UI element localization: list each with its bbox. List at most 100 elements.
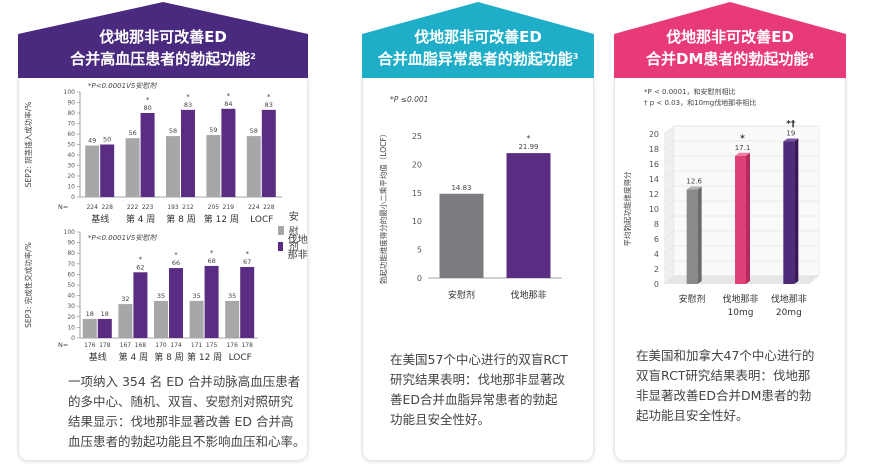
bar-value-label: 58 <box>250 127 258 135</box>
y-tick-label: 20 <box>649 130 659 139</box>
y-tick-label: 14 <box>649 175 659 184</box>
x-category-label: 基线 <box>89 351 107 363</box>
x-category-label: 基线 <box>91 213 109 225</box>
bar-vardenafil <box>169 268 183 338</box>
n-value: 175 <box>206 342 218 349</box>
n-value: 167 <box>120 342 132 349</box>
y-tick-label: 20 <box>67 314 75 321</box>
x-category-label: 第 4 周 <box>119 351 148 363</box>
legend-swatch-placebo <box>278 225 284 235</box>
n-value: 228 <box>101 204 113 211</box>
chart-sep2: *P<0.0001VS安慰剂 SEP2: 阴茎插入成功率/% 0 10 20 30 40 50… <box>23 82 282 225</box>
panel-title-ref: 4 <box>808 52 814 61</box>
bar-value-label: 84 <box>224 100 232 108</box>
significance-mark: * <box>210 249 214 257</box>
y-tick-label: 0 <box>71 335 75 342</box>
caption-line: 研究结果表明：伐地那非显著改 <box>390 372 566 387</box>
bar-side <box>794 138 799 284</box>
x-category-label: 第 8 周 <box>154 351 183 363</box>
bar-vardenafil <box>181 109 195 197</box>
significance-mark: * <box>227 92 231 100</box>
bar-top <box>783 138 799 142</box>
panel-title: 伐地那非可改善ED 合并血脂异常患者的勃起功能3 <box>362 28 594 69</box>
banner-shape <box>362 2 594 78</box>
banner-shape <box>18 2 308 78</box>
y-tick-label: 10 <box>67 324 75 331</box>
bar-front <box>783 141 795 284</box>
panel-title-ref: 3 <box>572 52 579 61</box>
y-tick-label: 20 <box>412 160 422 169</box>
significance-mark: * <box>174 251 178 259</box>
y-tick-label: 0 <box>417 274 422 283</box>
y-tick-label: 15 <box>412 189 422 198</box>
y-tick-label: 100 <box>64 89 76 96</box>
x-category-label: LOCF <box>250 215 273 225</box>
y-tick-label: 90 <box>67 100 75 107</box>
gridline-side <box>663 185 675 195</box>
x-category-label: 20mg <box>776 308 802 318</box>
bar-value-label: 17.1 <box>735 144 751 152</box>
bar-value-label: 62 <box>136 263 144 271</box>
bar-value-label: 83 <box>265 101 273 109</box>
bar-vardenafil <box>240 266 255 338</box>
bar-value-label: 56 <box>128 129 136 137</box>
panel-dyslipidemia: 伐地那非可改善ED 合并血脂异常患者的勃起功能3 *P ≤0.001 勃起功能维度… <box>362 0 594 469</box>
x-category-label: 伐地那非 <box>771 293 807 305</box>
x-category-label: LOCF <box>229 353 252 363</box>
gridline-side <box>663 125 675 135</box>
bar-placebo <box>125 138 140 197</box>
y-tick-label: 10 <box>412 217 422 226</box>
gridline-side <box>663 230 675 240</box>
n-value: 178 <box>99 342 111 349</box>
y-tick-label: 60 <box>67 271 75 278</box>
legend-swatch-vardenafil <box>278 241 283 251</box>
y-tick-label: 50 <box>67 282 75 289</box>
bar-value-label: 49 <box>88 137 96 145</box>
bar-vardenafil <box>204 265 219 338</box>
caption-line: 的多中心、随机、双盲、安慰剂对照研究 <box>68 394 294 409</box>
y-tick-label: 10 <box>649 205 659 214</box>
bar-top <box>686 186 702 190</box>
n-value: 176 <box>226 342 238 349</box>
y-axis-label: SEP3: 完成性交成功率/% <box>23 242 33 328</box>
y-tick-label: 30 <box>67 303 75 310</box>
x-category-label: 第 12 周 <box>204 213 239 225</box>
panel-title-line1: 伐地那非可改善ED <box>666 28 794 46</box>
bar-vardenafil <box>133 272 148 338</box>
panel-title-line2: 合并高血压患者的勃起功能 <box>70 50 251 68</box>
x-category-label: 第 4 周 <box>126 213 155 225</box>
y-tick-label: 25 <box>412 132 422 141</box>
n-value: 224 <box>248 204 260 211</box>
caption-line: 在美国和加拿大47个中心进行的 <box>636 348 815 363</box>
bar-value-label: 50 <box>103 136 111 144</box>
n-value: 168 <box>135 342 147 349</box>
y-tick-label: 4 <box>654 250 659 259</box>
bar-value-label: 18 <box>86 310 94 318</box>
n-value: 174 <box>170 342 182 349</box>
bar-vardenafil <box>221 108 236 197</box>
x-category-label: 安慰剂 <box>448 289 475 301</box>
n-value: 223 <box>142 204 154 211</box>
legend-item-vardenafil: 伐地那非 <box>278 235 308 261</box>
bar-placebo <box>82 318 97 338</box>
y-tick-label: 40 <box>67 293 75 300</box>
significance-mark: * <box>267 93 271 101</box>
bar-value-label: 68 <box>207 257 215 265</box>
chart-sep3: *P<0.0001VS安慰剂 SEP3: 完成性交成功率/% 0 10 20 30 40 50… <box>23 229 258 363</box>
y-axis-label: SEP2: 阴茎插入成功率/% <box>23 102 33 188</box>
bar-vardenafil <box>261 109 276 197</box>
bar-value-label: 35 <box>192 292 200 300</box>
bar-vardenafil <box>506 153 551 278</box>
panel-caption: 在美国57个中心进行的双盲RCT 研究结果表明：伐地那非显著改 善ED合并血脂异… <box>390 350 590 430</box>
y-tick-label: 20 <box>67 173 75 180</box>
n-label: N= <box>58 341 68 349</box>
chart-legend: 安慰剂 伐地那非 <box>278 212 308 261</box>
bar-front <box>686 189 698 284</box>
significance-mark: * <box>740 134 745 144</box>
panel-title-line1: 伐地那非可改善ED <box>414 28 542 46</box>
bar-value-label: 80 <box>143 104 151 112</box>
bar-placebo <box>206 135 221 197</box>
panel-banner: 伐地那非可改善ED 合并高血压患者的勃起功能2 <box>18 0 308 80</box>
bar-value-label: 35 <box>157 292 165 300</box>
bar-value-label: 14.83 <box>451 184 471 192</box>
